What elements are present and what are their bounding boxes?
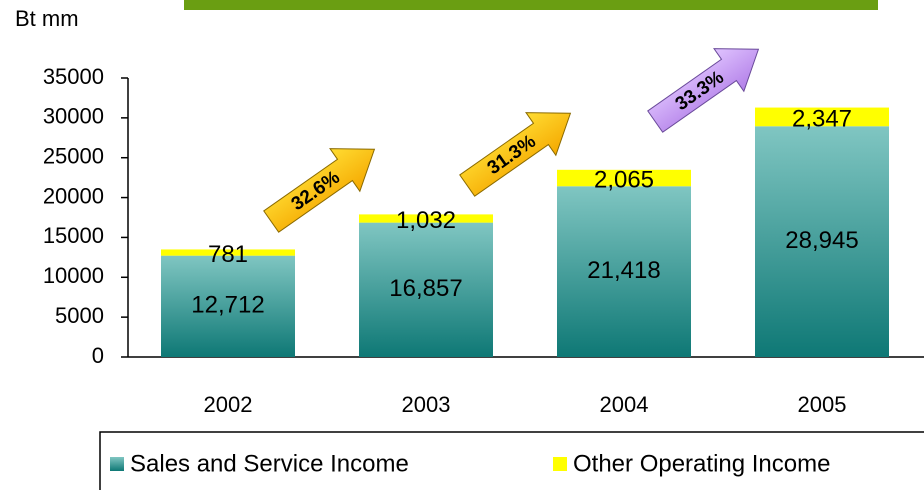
bar-segment	[557, 169, 691, 187]
data-label: 16,857	[389, 275, 462, 302]
bar-segment	[755, 107, 889, 127]
y-tick-label: 35000	[43, 64, 104, 89]
header-bar	[184, 0, 878, 10]
x-tick-label: 2004	[600, 392, 649, 417]
legend	[99, 431, 924, 490]
y-tick-label: 0	[92, 343, 104, 368]
bar-segment	[755, 126, 889, 357]
legend-swatch	[110, 457, 124, 471]
bar-segment	[161, 249, 295, 256]
y-tick-label: 25000	[43, 144, 104, 169]
data-label: 1,032	[396, 207, 456, 234]
y-tick-label: 30000	[43, 104, 104, 129]
legend-swatch	[553, 457, 567, 471]
data-label: 2,065	[594, 166, 654, 193]
y-tick-label: 20000	[43, 183, 104, 208]
data-label: 12,712	[191, 292, 264, 319]
y-tick-label: 15000	[43, 223, 104, 248]
legend-label: Sales and Service Income	[130, 450, 409, 477]
data-label: 781	[208, 241, 248, 268]
data-label: 28,945	[785, 227, 858, 254]
x-tick-label: 2005	[798, 392, 847, 417]
data-label: 2,347	[792, 105, 852, 132]
bar-segment	[359, 214, 493, 223]
legend-label: Other Operating Income	[573, 450, 830, 477]
y-tick-label: 5000	[55, 303, 104, 328]
data-label: 21,418	[587, 257, 660, 284]
bar-segment	[557, 186, 691, 357]
bar-segment	[161, 255, 295, 357]
growth-arrow: 33.3%	[647, 48, 760, 133]
x-tick-label: 2003	[402, 392, 451, 417]
x-tick-label: 2002	[204, 392, 253, 417]
y-axis-label: Bt mm	[15, 6, 79, 31]
y-tick-label: 10000	[43, 263, 104, 288]
bar-segment	[359, 222, 493, 357]
